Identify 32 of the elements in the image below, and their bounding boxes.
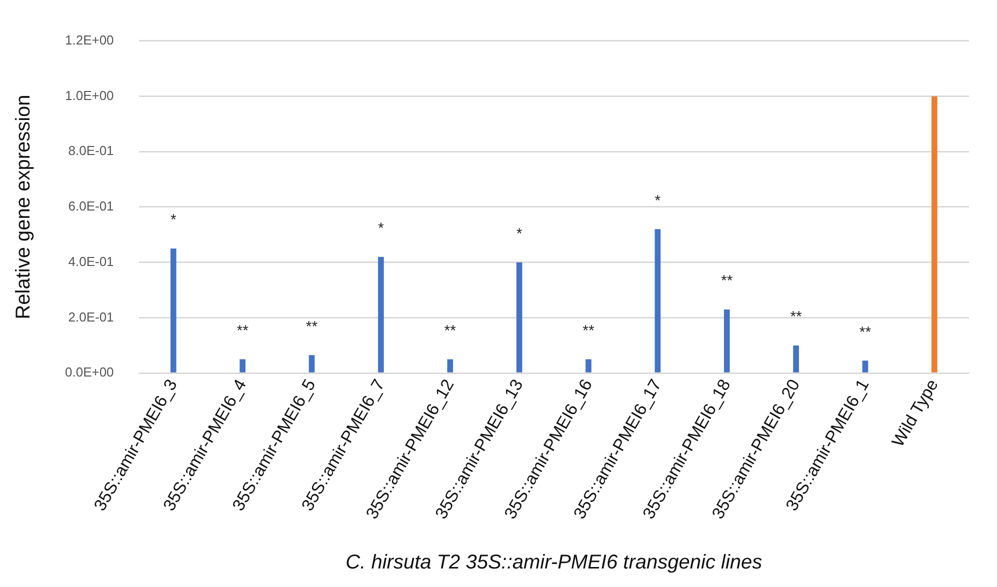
y-tick-label: 0.0E+00	[65, 364, 114, 380]
y-tick-label: 6.0E-01	[68, 198, 114, 214]
annotation: *	[170, 212, 176, 229]
annotation: *	[378, 220, 384, 237]
bar	[378, 256, 384, 372]
x-axis-title: C. hirsuta T2 35S::amir-PMEI6 transgenic lines	[346, 552, 762, 574]
annotation: *	[654, 192, 661, 210]
bar	[793, 345, 799, 372]
annotation: **	[444, 322, 456, 340]
bar	[170, 248, 176, 372]
annotation: **	[582, 322, 594, 340]
annotation: **	[790, 308, 802, 326]
annotation: **	[721, 272, 733, 290]
y-tick-label: 8.0E-01	[68, 143, 114, 158]
bar	[240, 359, 246, 372]
bar	[724, 309, 730, 372]
bar	[654, 229, 661, 372]
bar	[932, 96, 938, 372]
annotation: **	[236, 322, 249, 340]
y-tick-label: 1.2E+00	[65, 32, 114, 48]
bar	[586, 359, 592, 372]
y-tick-label: 2.0E-01	[68, 309, 114, 324]
y-axis-title: Relative gene expression	[12, 94, 35, 320]
bar	[516, 262, 522, 372]
bar	[447, 359, 454, 372]
bar	[308, 355, 315, 372]
annotation: *	[516, 226, 522, 243]
bar	[862, 360, 868, 372]
annotation: **	[306, 318, 318, 336]
annotation: **	[859, 324, 872, 341]
y-tick-label: 1.0E+00	[65, 88, 114, 103]
y-tick-label: 4.0E-01	[68, 254, 114, 269]
